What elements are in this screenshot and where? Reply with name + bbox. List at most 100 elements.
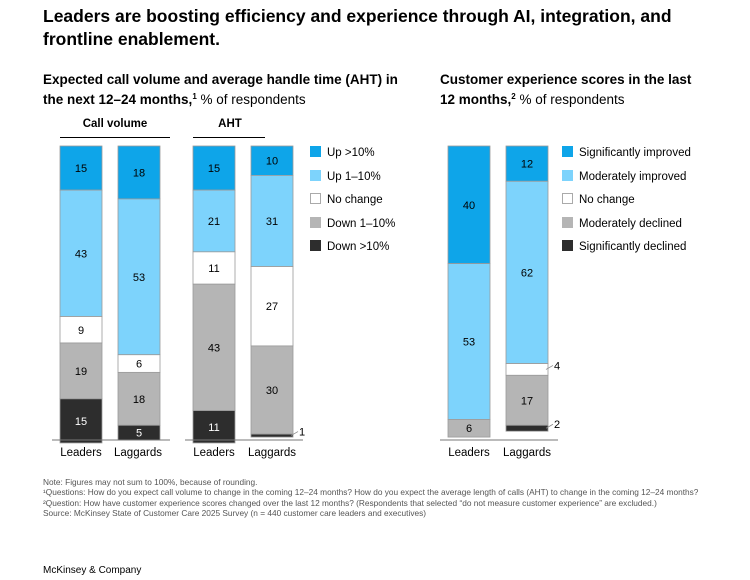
legend-swatch-mod-declined <box>562 216 573 228</box>
note-rounding: Note: Figures may not sum to 100%, becau… <box>43 477 258 487</box>
legend-label-mod-declined: Moderately declined <box>579 217 682 230</box>
category-label-laggards-call-volume: Laggards <box>114 447 162 459</box>
legend-right-item: No change <box>562 193 691 207</box>
legend-label-no-change: No change <box>327 194 383 206</box>
bars-layer: 15 43 9 19 15 18 53 6 18 5 15 21 11 43 11 10 31 27 30 1 40 53… <box>59 145 560 444</box>
legend-label-down-10: Down >10% <box>327 241 390 253</box>
legend-label-no-change-right: No change <box>579 194 635 206</box>
bar-value-label: 30 <box>266 385 278 397</box>
legend-swatch-sig-improved <box>562 146 573 157</box>
bar-value-label: 18 <box>133 394 145 406</box>
bar-value-label: 4 <box>554 360 560 372</box>
legend-right: Significantly improved Moderately improv… <box>562 146 691 254</box>
bar-segment-customer-experience-scores-leaders-0 <box>447 145 491 264</box>
right-subtitle-unit: % of respondents <box>519 92 625 107</box>
bar-segment-customer-experience-scores-leaders-3 <box>447 419 491 438</box>
group-label-call-volume: Call volume <box>82 118 148 130</box>
bar-value-label: 6 <box>466 423 472 435</box>
legend-right-item: Moderately declined <box>562 216 691 231</box>
bar-value-label: 31 <box>266 216 278 228</box>
bar-segment-customer-experience-scores-laggards-3 <box>505 374 549 426</box>
legend-label-sig-declined: Significantly declined <box>579 241 687 253</box>
legend-swatch-no-change <box>310 193 321 204</box>
left-chart-subtitle: Expected call volume and average handle … <box>43 71 403 108</box>
bar-value-label: 12 <box>521 159 533 171</box>
bar-segment-aht-laggards-1 <box>250 174 294 267</box>
category-label-leaders-aht: Leaders <box>193 447 235 459</box>
page-title: Leaders are boosting efficiency and expe… <box>43 6 672 49</box>
bar-segment-aht-leaders-1 <box>192 189 236 253</box>
bar-value-label: 11 <box>208 263 219 275</box>
group-label-aht: AHT <box>218 118 242 130</box>
legend-swatch-sig-declined <box>562 240 573 251</box>
bar-value-label: 17 <box>521 395 533 407</box>
bar-value-label: 27 <box>266 301 278 313</box>
legend-left-item: Up 1–10% <box>310 169 395 184</box>
bar-value-label: 18 <box>133 167 145 179</box>
bar-segment-call-volume-leaders-2 <box>59 316 103 344</box>
legend-swatch-down-1-10 <box>310 216 321 228</box>
left-subtitle-bold: Expected call volume and average handle … <box>43 72 398 107</box>
leader-line <box>545 365 554 370</box>
bar-segment-call-volume-laggards-1 <box>117 198 161 356</box>
bar-segment-aht-laggards-3 <box>250 345 294 435</box>
bar-segment-aht-leaders-3 <box>192 283 236 411</box>
bar-segment-call-volume-laggards-0 <box>117 145 161 200</box>
category-label-laggards-cx: Laggards <box>503 447 551 459</box>
legend-left-item: Down >10% <box>310 240 395 254</box>
group-underline-call-volume <box>60 137 170 138</box>
bar-value-label: 53 <box>133 272 145 284</box>
legend-swatch-mod-improved <box>562 169 573 181</box>
note-source: Source: McKinsey State of Customer Care … <box>43 508 426 519</box>
leader-line <box>545 423 554 429</box>
bar-segment-customer-experience-scores-laggards-1 <box>505 180 549 364</box>
legend-right-item: Significantly improved <box>562 146 691 160</box>
bar-value-label: 1 <box>299 427 305 439</box>
bar-value-label: 43 <box>208 342 220 354</box>
bar-segment-aht-leaders-0 <box>192 145 236 191</box>
bar-segment-aht-laggards-4 <box>250 433 294 438</box>
bar-segment-customer-experience-scores-laggards-2 <box>505 363 549 376</box>
category-label-leaders-call-volume: Leaders <box>60 447 102 459</box>
bar-segment-aht-leaders-4 <box>192 410 236 444</box>
bar-value-label: 10 <box>266 156 278 168</box>
legend-label-mod-improved: Moderately improved <box>579 170 687 183</box>
legend-left-item: Up >10% <box>310 146 395 160</box>
legend-swatch-down-10 <box>310 240 321 251</box>
legend-label-sig-improved: Significantly improved <box>579 147 691 159</box>
bar-value-label: 43 <box>75 248 87 260</box>
legend-left-item: Down 1–10% <box>310 216 396 231</box>
bar-segment-call-volume-leaders-4 <box>59 398 103 444</box>
legend-swatch-no-change-right <box>562 193 573 204</box>
right-subtitle-bold: Customer experience scores in the last 1… <box>440 72 692 107</box>
bar-value-label: 6 <box>136 359 142 371</box>
category-label-laggards-aht: Laggards <box>248 447 296 459</box>
legend-label-up-1-10: Up 1–10% <box>327 170 381 183</box>
note-question-2: ²Question: How have customer experience … <box>43 497 657 508</box>
legend-label-down-1-10: Down 1–10% <box>327 217 396 230</box>
legend-right-item: Significantly declined <box>562 240 691 254</box>
right-subtitle-footnote: 2 <box>511 92 516 101</box>
bar-segment-call-volume-leaders-0 <box>59 145 103 191</box>
group-underline-aht <box>193 137 265 138</box>
bar-value-label: 40 <box>463 200 475 212</box>
legend-swatch-up-1-10 <box>310 169 321 181</box>
legend-swatch-up-10 <box>310 146 321 157</box>
bar-value-label: 15 <box>208 163 220 175</box>
bar-value-label: 62 <box>521 267 533 279</box>
bar-segment-call-volume-leaders-1 <box>59 189 103 317</box>
bar-segment-aht-laggards-2 <box>250 266 294 347</box>
legend-right-item: Moderately improved <box>562 169 691 184</box>
legend-left: Up >10% Up 1–10% No change Down 1–10% Do… <box>310 146 395 254</box>
bar-segment-customer-experience-scores-leaders-1 <box>447 263 491 420</box>
bar-value-label: 2 <box>554 419 560 431</box>
bar-value-label: 9 <box>78 325 84 337</box>
footnotes: Note: Figures may not sum to 100%, becau… <box>43 477 723 519</box>
left-subtitle-footnote: 1 <box>192 92 197 101</box>
bar-value-label: 11 <box>208 422 219 434</box>
footer-brand: McKinsey & Company <box>43 565 142 576</box>
category-label-leaders-cx: Leaders <box>448 447 490 459</box>
leader-line <box>290 431 299 436</box>
legend-label-up-10: Up >10% <box>327 147 375 159</box>
